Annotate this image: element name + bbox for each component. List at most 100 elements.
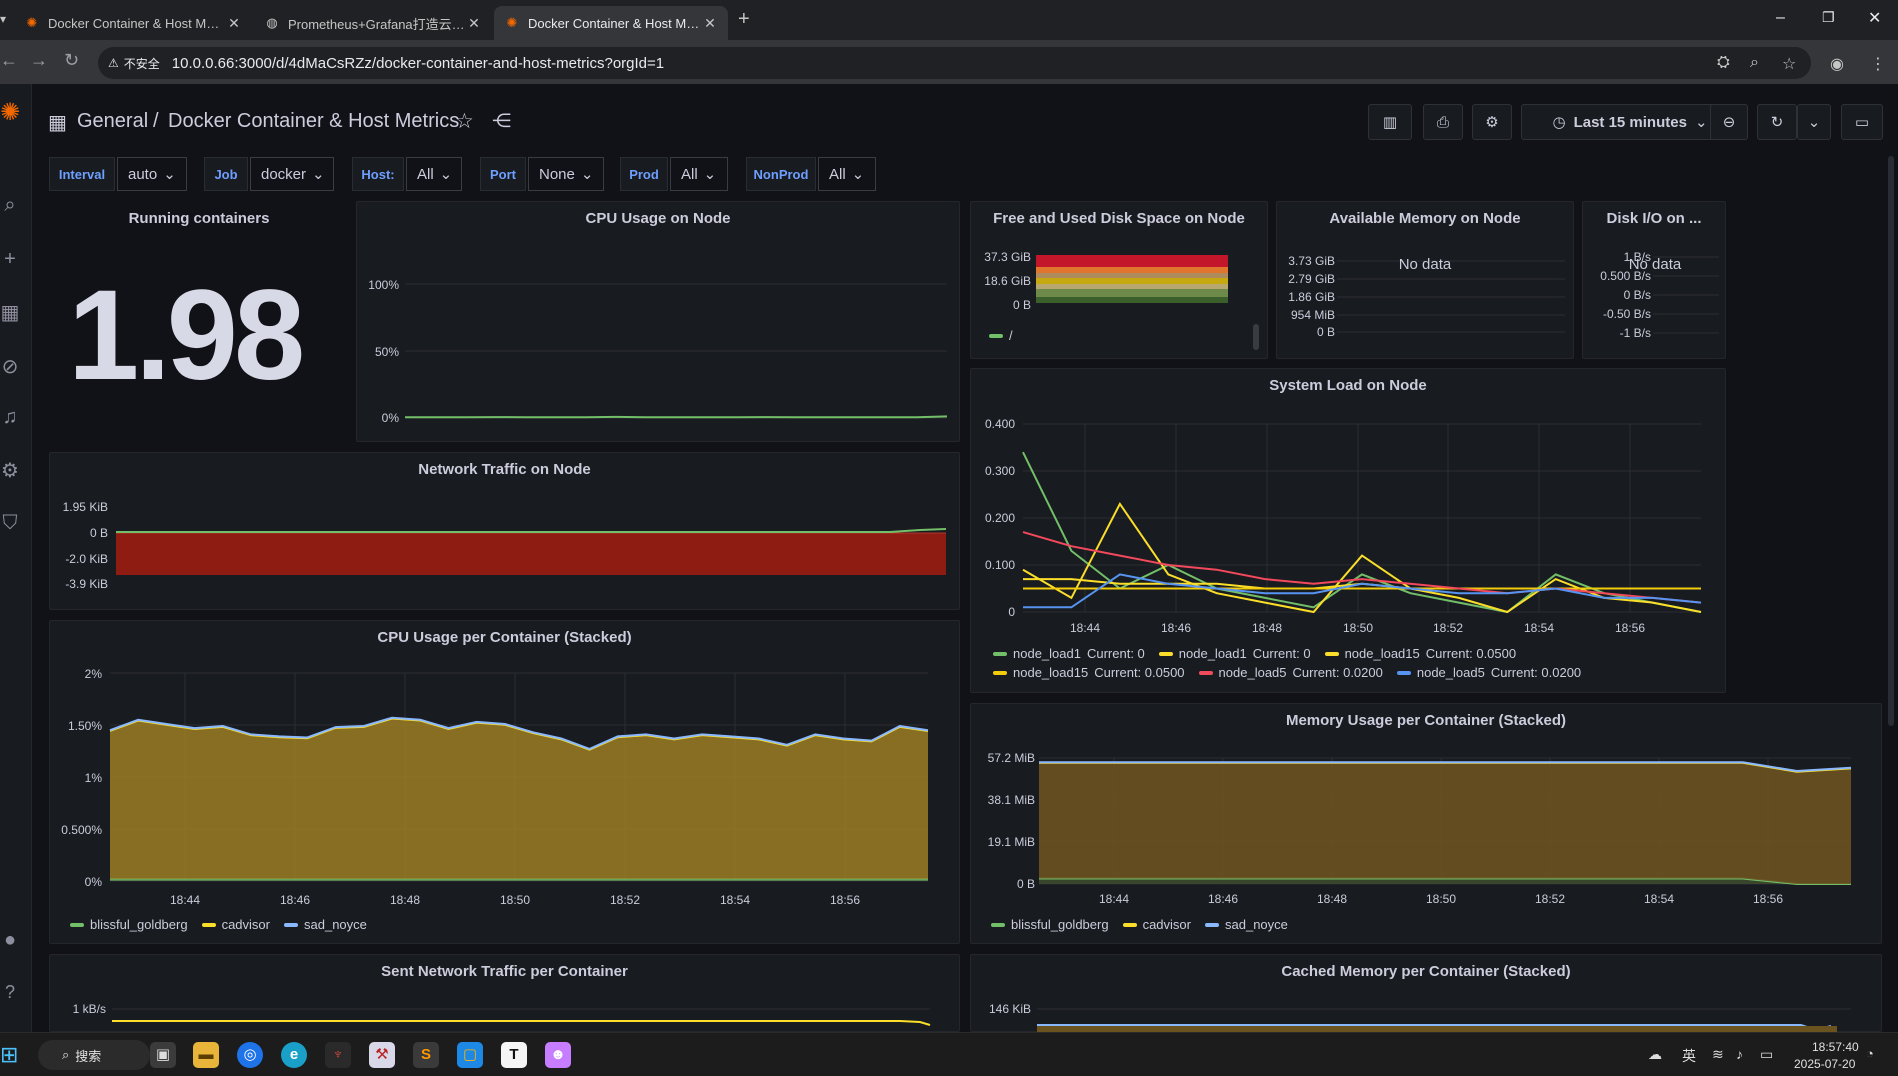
legend-item[interactable]: node_load1 Current: 0 [993,646,1145,661]
x-tick-label: 18:52 [1535,892,1565,906]
y-tick-label: 38.1 MiB [988,793,1035,807]
tray-cloud-icon[interactable]: ☁ [1648,1046,1662,1062]
variable-select-job[interactable]: docker ⌄ [250,157,334,191]
browser-tab-2[interactable]: ◍ Prometheus+Grafana打造云原生监控 ✕ [254,6,492,40]
app-tool-icon[interactable]: ⚒ [369,1042,395,1068]
file-explorer-icon[interactable]: ▬ [193,1042,219,1068]
refresh-button[interactable]: ↻ [1757,104,1797,140]
chrome-icon[interactable]: ◎ [237,1042,263,1068]
browser-tab-3[interactable]: ✺ Docker Container & Host Metrics ✕ [494,6,728,40]
settings-gear-icon[interactable]: ⚙ [1,460,19,482]
volume-icon[interactable]: ♪ [1736,1046,1743,1062]
address-bar[interactable]: ⚠ 不安全 10.0.0.66:3000/d/4dMaCsRZz/docker-c… [98,47,1811,79]
notification-bell-icon[interactable]: ◔ [1866,1046,1874,1061]
new-tab-icon[interactable]: + [738,8,750,30]
variable-select-port[interactable]: None ⌄ [528,157,604,191]
legend-item[interactable]: node_load5 Current: 0.0200 [1198,665,1383,680]
page-title[interactable]: Docker Container & Host Metrics [168,110,460,132]
task-view-icon[interactable]: ▣ [150,1042,176,1068]
taskbar-search[interactable]: ⌕ 搜索 [38,1040,150,1070]
panel-network-traffic[interactable]: Network Traffic on Node 1.95 KiB 0 B -2.… [49,452,960,610]
legend-item[interactable]: node_load1 Current: 0 [1158,646,1311,661]
close-tab-icon[interactable]: ✕ [704,14,716,31]
typora-icon[interactable]: T [501,1042,527,1068]
app-cat-icon[interactable]: ☻ [545,1042,571,1068]
browser-menu-icon[interactable]: ⋮ [1870,56,1886,73]
search-icon[interactable]: ⌕ [4,194,16,216]
zoom-out-button[interactable]: ⊖ [1710,104,1748,140]
breadcrumb-folder[interactable]: General [77,110,149,132]
restore-icon[interactable]: ❐ [1822,9,1835,25]
legend-item[interactable]: blissful_goldberg [70,917,188,932]
y-tick-label: 0 B/s [1624,288,1651,302]
save-dashboard-button[interactable]: ⎙ [1423,104,1463,140]
clock-time[interactable]: 18:57:40 [1812,1040,1859,1054]
legend-item[interactable]: cadvisor [1122,917,1191,932]
ime-indicator[interactable]: 英 [1682,1048,1696,1064]
security-warning[interactable]: ⚠ 不安全 [108,55,160,72]
legend-label: / [1009,328,1013,343]
legend-item[interactable]: node_load15 Current: 0.0500 [993,665,1185,680]
legend-item[interactable]: node_load15 Current: 0.0500 [1324,646,1516,661]
legend-item[interactable]: sad_noyce [284,917,367,932]
refresh-interval-button[interactable]: ⌄ [1797,104,1831,140]
panel-disk-space[interactable]: Free and Used Disk Space on Node 37.3 Gi… [970,201,1268,359]
panel-sent-network[interactable]: Sent Network Traffic per Container 1 kB/… [49,954,960,1032]
legend-item[interactable]: / [989,328,1013,343]
profile-icon[interactable]: ◉ [1830,56,1844,73]
bookmark-star-icon[interactable]: ☆ [1782,56,1797,73]
app-bird-icon[interactable]: ♆ [325,1042,351,1068]
panel-available-memory[interactable]: Available Memory on Node 3.73 GiB 2.79 G… [1276,201,1574,359]
edge-icon[interactable]: e [281,1042,307,1068]
minimize-icon[interactable]: – [1776,9,1785,26]
panel-disk-io[interactable]: Disk I/O on ... 1 B/s 0.500 B/s 0 B/s -0… [1582,201,1726,359]
legend-item[interactable]: cadvisor [201,917,270,932]
legend-item[interactable]: blissful_goldberg [991,917,1109,932]
close-tab-icon[interactable]: ✕ [228,14,240,31]
panel-memory-per-container[interactable]: Memory Usage per Container (Stacked) 57.… [970,703,1882,944]
battery-icon[interactable]: ▭ [1760,1046,1774,1062]
forward-icon[interactable]: → [30,50,48,70]
dashboards-grid-icon[interactable]: ▦ [48,112,67,134]
app-box-icon[interactable]: ▢ [457,1042,483,1068]
tv-mode-button[interactable]: ▭ [1841,104,1883,140]
dashboards-icon[interactable]: ▦ [0,302,20,324]
share-icon[interactable]: ⋲ [492,111,511,132]
close-window-icon[interactable]: ✕ [1868,10,1882,27]
explore-icon[interactable]: ⊘ [1,356,19,378]
panel-cpu-usage-node[interactable]: CPU Usage on Node 100% 50% 0% [356,201,960,442]
legend-item[interactable]: node_load5 Current: 0.0200 [1396,665,1581,680]
translate-icon[interactable]: ⛭ [1717,54,1730,71]
zoom-icon[interactable]: ⌕ [1750,54,1759,71]
grafana-logo-icon[interactable]: ✺ [0,99,21,126]
help-icon[interactable]: ? [4,982,15,1002]
alerting-bell-icon[interactable]: ♫ [2,406,18,428]
variable-select-prod[interactable]: All ⌄ [670,157,728,191]
plus-icon[interactable]: + [4,248,16,270]
reload-icon[interactable]: ↻ [64,50,80,70]
close-tab-icon[interactable]: ✕ [468,14,480,31]
avatar[interactable]: ● [3,929,17,951]
panel-cached-memory[interactable]: Cached Memory per Container (Stacked) 14… [970,954,1882,1033]
time-picker-button[interactable]: ◷ Last 15 minutes ⌄ [1521,104,1739,140]
panel-running-containers[interactable]: Running containers 1.98 [49,201,349,442]
back-icon[interactable]: ← [0,50,18,70]
sublime-icon[interactable]: S [413,1042,439,1068]
legend-item[interactable]: sad_noyce [1205,917,1288,932]
browser-tab-1[interactable]: ✺ Docker Container & Host Metrics ✕ [14,6,252,40]
variable-select-interval[interactable]: auto ⌄ [117,157,187,191]
variable-select-host[interactable]: All ⌄ [406,157,462,191]
variable-select-nonprod[interactable]: All ⌄ [818,157,876,191]
shield-icon[interactable]: ⛉ [2,512,18,534]
wifi-icon[interactable]: ≋ [1712,1046,1724,1062]
star-icon[interactable]: ☆ [455,110,474,133]
windows-start-icon[interactable]: ⊞ [0,1042,19,1067]
clock-date[interactable]: 2025-07-20 [1794,1057,1856,1071]
add-panel-button[interactable]: ▥ [1368,104,1412,140]
dashboard-scrollbar[interactable] [1888,156,1894,726]
scrollbar[interactable] [1253,324,1259,350]
dashboard-settings-button[interactable]: ⚙ [1472,104,1512,140]
panel-system-load[interactable]: System Load on Node 0.400 0.300 0.200 0.… [970,368,1726,693]
panel-cpu-per-container[interactable]: CPU Usage per Container (Stacked) 2% 1.5… [49,620,960,944]
tab-list-chevron-icon[interactable]: ▾ [0,12,7,26]
